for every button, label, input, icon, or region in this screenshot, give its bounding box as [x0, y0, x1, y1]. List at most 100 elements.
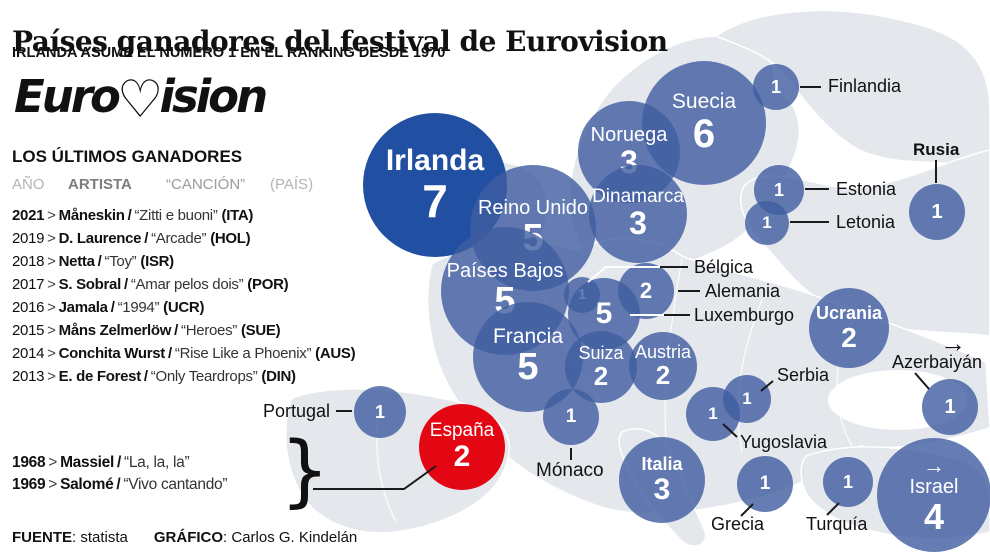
separator: /: [174, 322, 179, 339]
winner-country-code: (ITA): [221, 207, 254, 224]
bubble-ucrania: Ucrania 2: [809, 288, 889, 368]
separator: >: [47, 368, 56, 385]
bubble-portugal: 1: [354, 386, 406, 438]
bubble-grecia: 1: [737, 456, 793, 512]
bubble-value: 2: [453, 440, 471, 474]
separator: /: [97, 253, 102, 270]
winners-list: 2021 > Måneskin / “Zitti e buoni” (ITA) 2019 >…: [12, 204, 356, 388]
bubble-israel: → Israel 4: [877, 438, 990, 552]
separator: >: [48, 476, 58, 493]
bubble-value: 1: [842, 471, 853, 492]
winner-country-code: (AUS): [315, 345, 356, 362]
map-label-alemania: Alemania: [705, 281, 781, 301]
bubble-value: 1: [759, 473, 771, 495]
bubble-finlandia: 1: [753, 64, 799, 110]
bubble-country-label: Israel: [909, 475, 959, 498]
bubble-irlanda: Irlanda 7: [363, 113, 507, 257]
map-label-belgica: Bélgica: [694, 257, 754, 277]
arrow-right-icon: →: [940, 328, 966, 358]
winner-country-code: (DIN): [261, 368, 296, 385]
bubble-azerbaiyan: 1: [922, 379, 978, 435]
col-song: “CANCIÓN”: [166, 176, 246, 193]
winner-row: 2018 > Netta / “Toy” (ISR): [12, 250, 355, 273]
bubble-value: 1: [565, 406, 577, 428]
bubble-value: 7: [422, 174, 448, 227]
bubble-turquia: 1: [823, 457, 873, 507]
winner-year: 2019: [12, 230, 45, 247]
bubble-country-label: Italia: [641, 453, 683, 474]
winner-year: 1968: [12, 454, 46, 471]
winner-artist: D. Laurence: [58, 230, 142, 247]
bubble-country-label: Noruega: [590, 123, 668, 146]
map-label-portugal: Portugal: [263, 401, 331, 421]
map-label-rusia: Rusia: [913, 140, 960, 159]
page-subtitle: IRLANDA ASUME EL NÚMERO 1 EN EL RANKING …: [12, 44, 446, 61]
winner-year: 2013: [12, 368, 45, 385]
map-label-yugoslavia: Yugoslavia: [740, 432, 828, 452]
bubble-value: 1: [708, 404, 718, 424]
separator: /: [143, 368, 148, 385]
map-label-finlandia: Finlandia: [828, 76, 902, 96]
winner-year: 2021: [12, 207, 45, 224]
map-label-turquia: Turquía: [806, 514, 868, 534]
winner-country-code: (POR): [247, 276, 289, 293]
winner-year: 2016: [12, 299, 45, 316]
bubble-value: 6: [692, 112, 716, 157]
logo-text-post: ision: [159, 70, 269, 123]
winner-song: “1994”: [117, 299, 160, 316]
col-artist: ARTISTA: [68, 176, 132, 193]
winner-song: “Only Teardrops”: [150, 368, 258, 385]
bubble-value: 2: [593, 360, 609, 391]
bubble-italia: Italia 3: [619, 437, 705, 523]
map-label-monaco: Mónaco: [536, 460, 604, 481]
separator: >: [47, 253, 56, 270]
winner-artist: Netta: [58, 253, 95, 270]
winner-artist: Massiel: [60, 454, 114, 471]
bubble-country-label: Reino Unido: [477, 196, 589, 219]
page-title: Países ganadores del festival de Eurovis…: [12, 24, 668, 58]
map-label-estonia: Estonia: [836, 179, 897, 199]
winners-column-headers: AÑO ARTISTA “CANCIÓN” (PAÍS): [12, 176, 352, 194]
winner-row: 2021 > Måneskin / “Zitti e buoni” (ITA): [12, 204, 355, 227]
bubble-country-label: Francia: [492, 325, 564, 349]
winner-row: 2013 > E. de Forest / “Only Teardrops” (DIN): [12, 365, 355, 388]
winner-artist: Måns Zelmerlöw: [58, 322, 172, 339]
logo-text-pre: Euro: [14, 70, 121, 123]
separator: >: [47, 207, 56, 224]
winner-row: 1968 > Massiel / “La, la, la”: [12, 452, 227, 474]
brace-glyph: }: [280, 426, 330, 516]
winners-heading: LOS ÚLTIMOS GANADORES: [12, 147, 243, 166]
map-label-azerbaiyan: Azerbaiyán: [892, 352, 983, 372]
bubble-value: 2: [655, 359, 671, 390]
separator: /: [116, 476, 121, 493]
arrow-right-icon: →: [923, 452, 945, 478]
winner-row: 2016 > Jamala / “1994” (UCR): [12, 296, 355, 319]
bubble-letonia: 1: [745, 201, 789, 245]
winner-row: 2015 > Måns Zelmerlöw / “Heroes” (SUE): [12, 319, 355, 342]
early-winners-list: 1968 > Massiel / “La, la, la” 1969 > Salomé / “V…: [12, 452, 228, 496]
bubble-espana: España 2: [419, 404, 505, 490]
separator: /: [116, 454, 121, 471]
heart-icon: ♡: [116, 70, 164, 130]
separator: /: [110, 299, 115, 316]
winner-song: “Heroes”: [181, 322, 237, 339]
winner-year: 1969: [12, 476, 46, 493]
source-label: FUENTE: [12, 529, 72, 546]
winner-year: 2015: [12, 322, 45, 339]
winner-row: 2019 > D. Laurence / “Arcade” (HOL): [12, 227, 355, 250]
winner-song: “Vivo cantando”: [123, 476, 228, 493]
bubble-value: 1: [770, 76, 781, 97]
bubble-dinamarca: Dinamarca 3: [589, 165, 687, 263]
bubble-yugoslavia: 1: [686, 387, 740, 441]
winner-artist: Salomé: [60, 476, 114, 493]
separator: /: [127, 207, 132, 224]
winner-song: “Toy”: [104, 253, 137, 270]
winner-song: “La, la, la”: [123, 454, 190, 471]
bubble-value: 2: [639, 278, 653, 304]
eurovision-logo: Euro♡ision: [14, 70, 269, 130]
credit-label: GRÁFICO: [153, 529, 224, 546]
map-label-grecia: Grecia: [711, 514, 765, 534]
winner-artist: E. de Forest: [58, 368, 142, 385]
col-country: (PAÍS): [270, 176, 314, 193]
bubble-country-label: Austria: [634, 341, 692, 362]
